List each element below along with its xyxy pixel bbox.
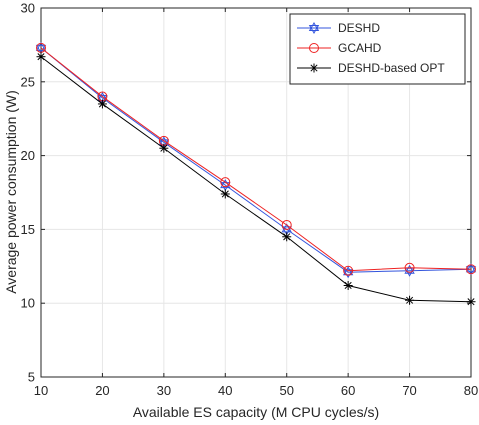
- data-point: [220, 177, 231, 188]
- y-tick-label: 20: [21, 148, 35, 163]
- data-point: [309, 63, 319, 73]
- y-tick-label: 30: [21, 1, 35, 16]
- data-point: [281, 219, 292, 230]
- y-tick-label: 10: [21, 296, 35, 311]
- legend-item: GCAHD: [297, 41, 382, 55]
- data-point: [281, 223, 292, 236]
- data-point: [308, 21, 320, 35]
- data-point: [282, 232, 292, 242]
- x-tick-label: 50: [279, 383, 293, 398]
- y-axis-label: Average power consumption (W): [3, 90, 19, 294]
- series-group: [35, 41, 477, 307]
- series-line: [40, 47, 472, 272]
- x-tick-label: 60: [341, 383, 355, 398]
- x-axis-label: Available ES capacity (M CPU cycles/s): [133, 404, 379, 420]
- data-point: [466, 264, 476, 275]
- legend-item: DESHD-based OPT: [297, 61, 445, 75]
- x-tick-label: 70: [402, 383, 416, 398]
- plot-frame: [40, 7, 472, 378]
- legend-label: DESHD-based OPT: [338, 61, 445, 75]
- x-tick-label: 80: [464, 383, 478, 398]
- series-line: [40, 47, 472, 273]
- x-tick-label: 20: [95, 383, 109, 398]
- data-point: [159, 143, 169, 153]
- data-point: [220, 189, 230, 199]
- y-tick-label: 25: [21, 74, 35, 89]
- legend-label: DESHD: [338, 21, 380, 35]
- legend: DESHD GCAHD DESHD-based OPT: [289, 13, 466, 85]
- data-point: [309, 43, 319, 53]
- y-tick-label: 5: [28, 370, 35, 385]
- data-point: [343, 280, 353, 290]
- data-point: [405, 295, 415, 305]
- data-point: [404, 262, 415, 273]
- data-point: [466, 297, 476, 307]
- data-point: [343, 265, 354, 276]
- legend-box: [289, 13, 466, 85]
- legend-label: GCAHD: [338, 41, 382, 55]
- x-tick-label: 40: [218, 383, 232, 398]
- data-point: [97, 99, 107, 109]
- series-deshd-based-opt: [36, 52, 476, 307]
- x-tick-label: 10: [34, 383, 48, 398]
- x-tick-label: 30: [157, 383, 171, 398]
- legend-item: DESHD: [297, 21, 380, 35]
- series-line: [40, 56, 472, 303]
- data-point: [36, 52, 46, 62]
- data-point: [465, 263, 477, 276]
- y-tick-label: 15: [21, 222, 35, 237]
